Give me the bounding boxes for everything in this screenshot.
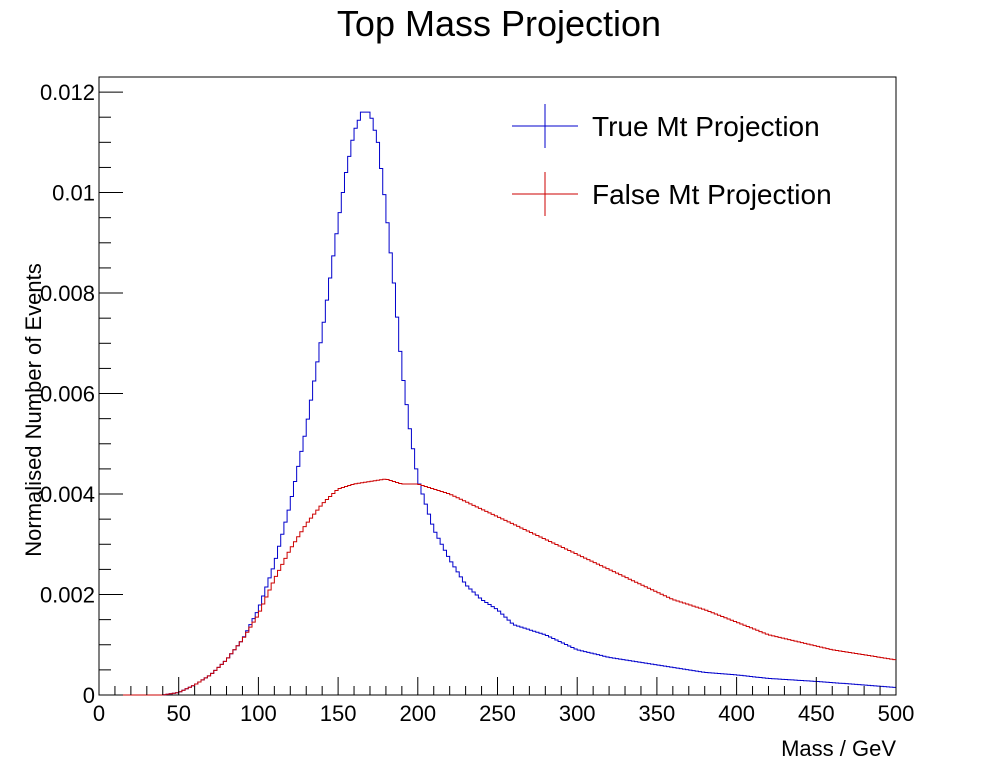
y-tick-label: 0 <box>83 683 95 708</box>
x-axis: 0 50 100 150 200 250 300 350 400 450 500 <box>93 677 914 726</box>
y-tick-label: 0.006 <box>40 382 95 407</box>
x-axis-label: Mass / GeV <box>781 736 896 761</box>
legend-entry-label: True Mt Projection <box>592 111 820 142</box>
y-tick-label: 0.012 <box>40 80 95 105</box>
y-axis: 0 0.002 0.004 0.006 0.008 0.01 0.012 <box>40 80 123 708</box>
legend-entry-label: False Mt Projection <box>592 179 832 210</box>
chart-title: Top Mass Projection <box>337 3 661 44</box>
series-line <box>99 111 896 696</box>
x-tick-label: 150 <box>320 701 357 726</box>
x-tick-label: 50 <box>166 701 190 726</box>
x-tick-label: 0 <box>93 701 105 726</box>
y-tick-label: 0.002 <box>40 583 95 608</box>
y-axis-label: Normalised Number of Events <box>21 263 46 556</box>
x-tick-label: 300 <box>559 701 596 726</box>
x-tick-label: 400 <box>718 701 755 726</box>
x-tick-label: 500 <box>878 701 915 726</box>
series-layer <box>99 111 896 696</box>
series-line <box>99 478 896 696</box>
x-tick-label: 450 <box>798 701 835 726</box>
y-tick-label: 0.004 <box>40 482 95 507</box>
y-tick-label: 0.008 <box>40 281 95 306</box>
x-tick-label: 200 <box>399 701 436 726</box>
x-tick-label: 250 <box>479 701 516 726</box>
x-tick-label: 350 <box>639 701 676 726</box>
x-tick-label: 100 <box>240 701 277 726</box>
legend: True Mt Projection False Mt Projection <box>512 104 832 216</box>
y-tick-label: 0.01 <box>52 181 95 206</box>
